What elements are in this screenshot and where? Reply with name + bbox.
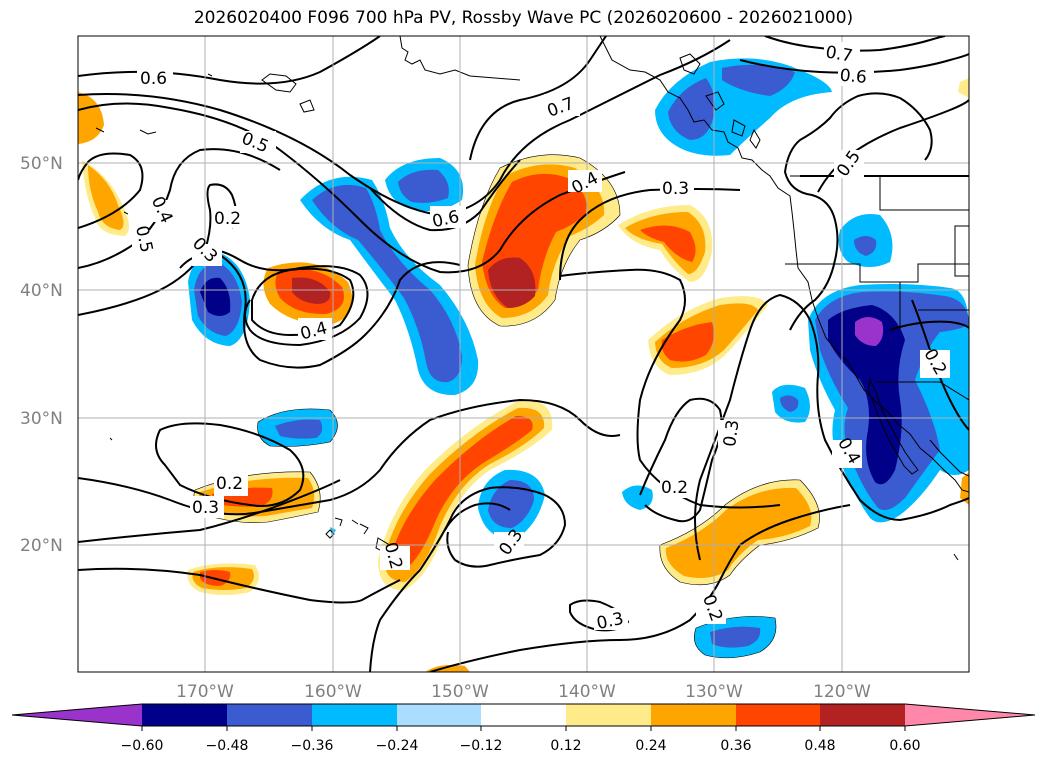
- positive-anomaly-133w-36n: [648, 296, 768, 375]
- contour-label: 0.3: [192, 498, 219, 518]
- colorbar-tick-label: −0.60: [121, 738, 164, 754]
- chart-title: 2026020400 F096 700 hPa PV, Rossby Wave …: [193, 8, 854, 28]
- colorbar: −0.60 −0.48 −0.36 −0.24 −0.12 0.12 0.24 …: [11, 703, 1036, 754]
- positive-anomaly-143w-44n: [468, 154, 620, 327]
- contour-label: 0.7: [824, 42, 854, 66]
- positive-anomaly-162w-41n: [263, 262, 353, 325]
- colorbar-tick-label: 0.24: [635, 738, 666, 754]
- contour-label: 0.2: [214, 209, 241, 229]
- negative-anomaly-135w-23n: [622, 485, 653, 510]
- colorbar-tick-label: −0.48: [206, 738, 249, 754]
- positive-anomaly-168w-17n: [187, 563, 259, 595]
- lat-label-30n: 30°N: [20, 409, 63, 429]
- colorbar-segment: [397, 704, 481, 726]
- negative-anomaly-169w-40n: [188, 252, 250, 346]
- colorbar-segment: [736, 704, 820, 726]
- contour-label: 0.6: [140, 69, 167, 89]
- contour-label: 0.2: [661, 478, 688, 498]
- colorbar-extend-max: [905, 704, 1035, 726]
- pv-contours: [78, 36, 969, 672]
- negative-anomaly-129w-54n: [655, 58, 832, 156]
- negative-anomaly-155w-42n: [300, 176, 479, 396]
- negative-anomaly-150w-50n: [385, 158, 464, 212]
- negative-anomaly-125w-12n: [694, 616, 776, 658]
- positive-anomaly-baja: [958, 78, 969, 505]
- positive-anomaly-148w-24n: [378, 399, 553, 591]
- colorbar-segment: [481, 704, 566, 726]
- colorbar-tick-label: −0.12: [460, 738, 503, 754]
- lon-label-160w: 160°W: [304, 682, 362, 702]
- longitude-labels: 170°W 160°W 150°W 140°W 130°W 120°W: [176, 682, 871, 702]
- negative-anomaly-121w-30n: [772, 384, 810, 423]
- contour-label: 0.3: [662, 179, 689, 199]
- latitude-labels: 20°N 30°N 40°N 50°N: [20, 154, 63, 556]
- colorbar-segment: [227, 704, 312, 726]
- negative-anomaly-120w-43n: [838, 214, 893, 267]
- colorbar-extend-min: [12, 704, 142, 726]
- lat-label-20n: 20°N: [20, 536, 63, 556]
- lon-label-170w: 170°W: [176, 682, 234, 702]
- lon-label-140w: 140°W: [558, 682, 616, 702]
- colorbar-segment: [651, 704, 736, 726]
- colorbar-segment: [142, 704, 227, 726]
- colorbar-segment: [820, 704, 905, 726]
- positive-anomaly-130w-46n: [618, 205, 713, 282]
- coastlines: [95, 36, 969, 561]
- lon-label-150w: 150°W: [431, 682, 489, 702]
- shading-outlines: [193, 154, 820, 659]
- colorbar-tick-label: 0.36: [720, 738, 751, 754]
- colorbar-tick-label: 0.48: [804, 738, 835, 754]
- lon-label-120w: 120°W: [813, 682, 871, 702]
- lon-label-130w: 130°W: [685, 682, 743, 702]
- lat-label-50n: 50°N: [20, 154, 63, 174]
- colorbar-segment: [566, 704, 651, 726]
- lat-label-40n: 40°N: [20, 281, 63, 301]
- colorbar-tick-label: 0.12: [550, 738, 581, 754]
- contour-label: 0.6: [839, 66, 868, 88]
- colorbar-tick-label: 0.60: [889, 738, 920, 754]
- colorbar-tick-label: −0.36: [291, 738, 334, 754]
- map-border: [77, 35, 970, 673]
- contour-label: 0.3: [720, 419, 744, 449]
- colorbar-tick-label: −0.24: [376, 738, 419, 754]
- contour-label: 0.2: [216, 474, 243, 494]
- colorbar-segment: [312, 704, 397, 726]
